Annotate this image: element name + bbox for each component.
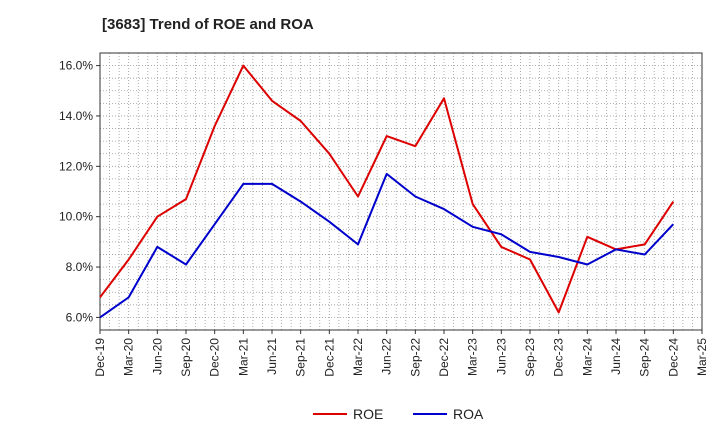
- x-tick-label: Sep-24: [638, 338, 652, 377]
- x-tick-label: Jun-21: [265, 338, 279, 375]
- x-tick-label: Dec-20: [208, 338, 222, 377]
- y-tick-label: 12.0%: [59, 159, 93, 173]
- y-tick-label: 6.0%: [66, 310, 94, 324]
- x-tick-label: Dec-23: [552, 338, 566, 377]
- x-tick-label: Sep-23: [523, 338, 537, 377]
- x-tick-label: Jun-24: [609, 338, 623, 375]
- x-tick-label: Dec-22: [437, 338, 451, 377]
- series-line-roa: [99, 172, 675, 319]
- x-tick-label: Dec-21: [322, 338, 336, 377]
- y-tick-label: 10.0%: [59, 210, 93, 224]
- legend-label-roa: ROA: [453, 406, 484, 422]
- x-tick-label: Mar-24: [580, 338, 594, 376]
- x-tick-label: Mar-22: [351, 338, 365, 376]
- x-tick-label: Sep-21: [294, 338, 308, 377]
- x-tick-label: Dec-19: [93, 338, 107, 377]
- x-tick-label: Jun-20: [150, 338, 164, 375]
- legend-label-roe: ROE: [353, 406, 383, 422]
- x-tick-label: Jun-22: [380, 338, 394, 375]
- x-tick-label: Sep-22: [408, 338, 422, 377]
- y-tick-label: 8.0%: [66, 260, 94, 274]
- x-tick-label: Mar-21: [236, 338, 250, 376]
- chart-title: [3683] Trend of ROE and ROA: [102, 16, 314, 33]
- plot-border: [99, 52, 703, 331]
- x-tick-label: Mar-20: [122, 338, 136, 376]
- y-tick-label: 14.0%: [59, 109, 93, 123]
- x-tick-label: Mar-25: [695, 338, 709, 376]
- x-tick-label: Mar-23: [466, 338, 480, 376]
- x-tick-label: Sep-20: [179, 338, 193, 377]
- x-tick-label: Jun-23: [494, 338, 508, 375]
- y-tick-label: 16.0%: [59, 59, 93, 73]
- x-tick-label: Dec-24: [666, 338, 680, 377]
